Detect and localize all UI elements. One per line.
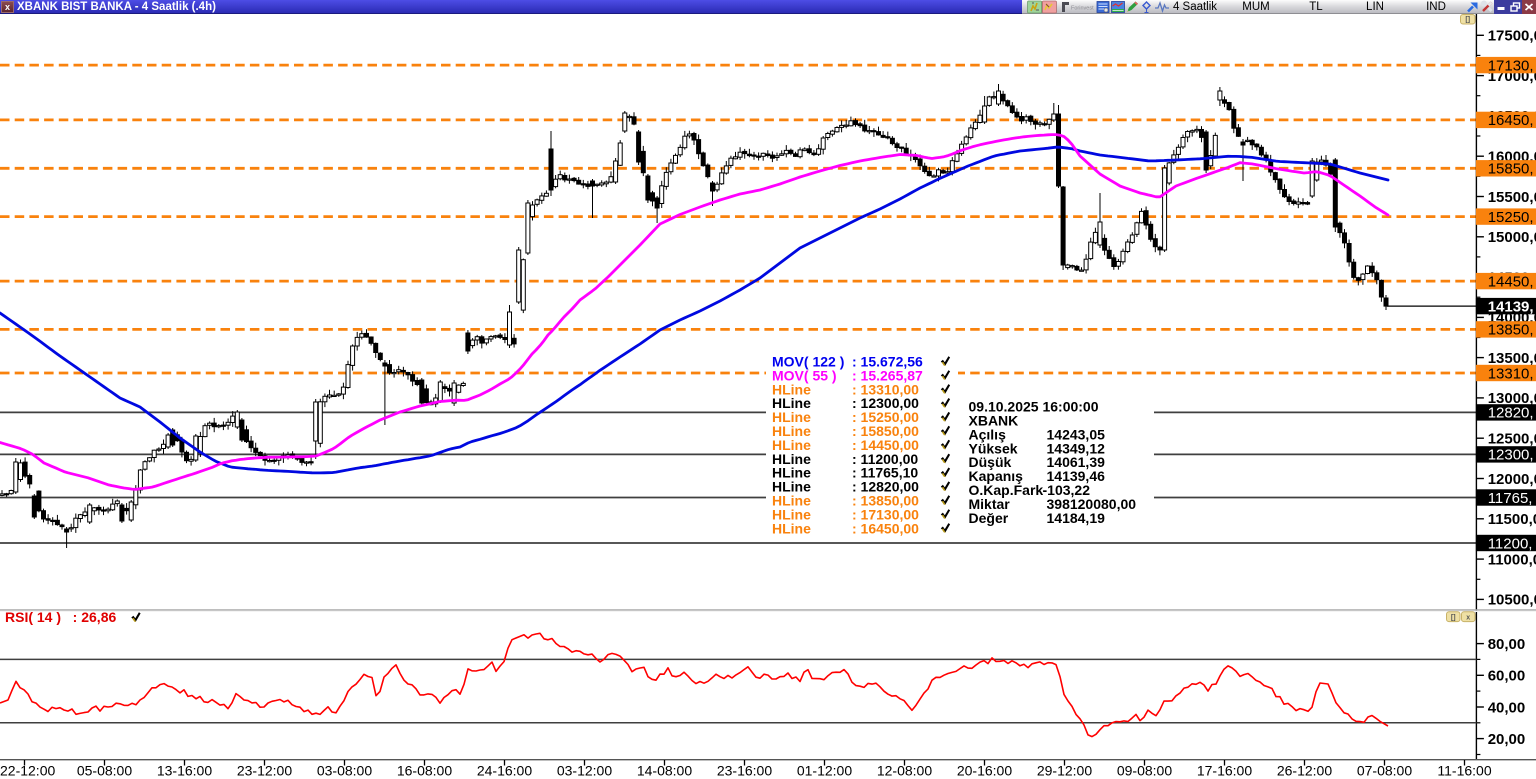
svg-text:14184,19: 14184,19: [1047, 510, 1106, 526]
svg-text:29-12:00: 29-12:00: [1037, 763, 1092, 779]
svg-text:[]: []: [1451, 614, 1456, 621]
svg-text:11765,: 11765,: [1488, 490, 1533, 507]
svg-text:17130,: 17130,: [1488, 57, 1534, 74]
svg-text:05-08:00: 05-08:00: [77, 763, 132, 779]
svg-text:12000,0: 12000,0: [1488, 471, 1536, 488]
svg-text:26-12:00: 26-12:00: [1277, 763, 1332, 779]
svg-text:10500,0: 10500,0: [1488, 592, 1536, 609]
svg-text:12300,: 12300,: [1488, 447, 1534, 464]
svg-text:14139,46: 14139,46: [1047, 468, 1106, 484]
svg-text:11500,0: 11500,0: [1488, 511, 1536, 528]
svg-text:07-08:00: 07-08:00: [1357, 763, 1412, 779]
svg-text:14450,: 14450,: [1488, 273, 1534, 290]
svg-text:Değer: Değer: [969, 510, 1009, 526]
svg-text:14139,: 14139,: [1488, 298, 1534, 315]
svg-text:09-08:00: 09-08:00: [1117, 763, 1172, 779]
svg-text:HLine: HLine: [772, 381, 811, 397]
svg-text:HLine: HLine: [772, 437, 811, 453]
svg-text:x: x: [1466, 614, 1470, 621]
svg-text:12500,0: 12500,0: [1488, 431, 1536, 448]
svg-text:: 11200,00: : 11200,00: [852, 451, 918, 467]
svg-text:13000,0: 13000,0: [1488, 390, 1536, 407]
svg-text:Yüksek: Yüksek: [969, 440, 1018, 456]
svg-text:15000,0: 15000,0: [1488, 229, 1536, 246]
svg-text:22-12:00: 22-12:00: [0, 763, 55, 779]
svg-text:03-12:00: 03-12:00: [557, 763, 612, 779]
svg-text:17-16:00: 17-16:00: [1197, 763, 1252, 779]
svg-text:HLine: HLine: [772, 423, 811, 439]
svg-text:23-12:00: 23-12:00: [237, 763, 292, 779]
svg-text:23-16:00: 23-16:00: [717, 763, 772, 779]
svg-text:Forinvest: Forinvest: [1071, 6, 1094, 12]
svg-text:13500,0: 13500,0: [1488, 350, 1536, 367]
svg-text:HLine: HLine: [772, 409, 811, 425]
svg-text:: 12300,00: : 12300,00: [852, 395, 919, 411]
svg-text:60,00: 60,00: [1488, 668, 1526, 685]
svg-text:15850,: 15850,: [1488, 161, 1534, 178]
svg-text:: 13310,00: : 13310,00: [852, 381, 919, 397]
svg-text:HLine: HLine: [772, 506, 811, 522]
svg-text:01-12:00: 01-12:00: [797, 763, 852, 779]
svg-text:: 13850,00: : 13850,00: [852, 493, 919, 509]
svg-text:HLine: HLine: [772, 520, 811, 536]
svg-text:13-16:00: 13-16:00: [157, 763, 212, 779]
svg-text:12-08:00: 12-08:00: [877, 763, 932, 779]
svg-text:MOV( 55 ): MOV( 55 ): [772, 367, 837, 383]
svg-text:13310,: 13310,: [1488, 365, 1534, 382]
svg-text:Miktar: Miktar: [969, 496, 1011, 512]
svg-text:Kapanış: Kapanış: [969, 468, 1024, 484]
svg-text:: 14450,00: : 14450,00: [852, 437, 919, 453]
svg-text:15250,: 15250,: [1488, 209, 1534, 226]
svg-text:12820,: 12820,: [1488, 405, 1534, 422]
svg-text:20,00: 20,00: [1488, 731, 1526, 748]
svg-text:20-16:00: 20-16:00: [957, 763, 1012, 779]
svg-text:398120080,00: 398120080,00: [1047, 496, 1137, 512]
svg-text:HLine: HLine: [772, 395, 811, 411]
svg-text:14349,12: 14349,12: [1047, 440, 1106, 456]
svg-text:11200,: 11200,: [1488, 535, 1533, 552]
svg-text:14243,05: 14243,05: [1047, 426, 1106, 442]
svg-text:O.Kap.Fark: O.Kap.Fark: [969, 482, 1044, 498]
svg-text:16450,: 16450,: [1488, 112, 1534, 129]
svg-text:HLine: HLine: [772, 479, 811, 495]
svg-text:: 12820,00: : 12820,00: [852, 479, 919, 495]
svg-text:16-08:00: 16-08:00: [397, 763, 452, 779]
svg-text:RSI( 14 ) : 26,86: RSI( 14 ) : 26,86: [5, 609, 116, 625]
svg-text:13850,: 13850,: [1488, 322, 1534, 339]
svg-text:XBANK: XBANK: [969, 413, 1019, 429]
svg-text:09.10.2025 16:00:00: 09.10.2025 16:00:00: [969, 399, 1099, 415]
svg-text:11-16:00: 11-16:00: [1437, 763, 1491, 779]
svg-text:: 11765,10: : 11765,10: [852, 465, 918, 481]
svg-text:03-08:00: 03-08:00: [317, 763, 372, 779]
svg-text:Açılış: Açılış: [969, 426, 1007, 442]
svg-text:: 15850,00: : 15850,00: [852, 423, 919, 439]
svg-text:MOV( 122 ): MOV( 122 ): [772, 354, 844, 370]
svg-text:[]: []: [1465, 17, 1470, 24]
svg-text:11000,0: 11000,0: [1488, 551, 1536, 568]
svg-text:15500,0: 15500,0: [1488, 189, 1536, 206]
svg-text:14-08:00: 14-08:00: [637, 763, 692, 779]
svg-text:HLine: HLine: [772, 493, 811, 509]
svg-text:HLine: HLine: [772, 451, 811, 467]
svg-text:40,00: 40,00: [1488, 699, 1526, 716]
svg-text:-103,22: -103,22: [1043, 482, 1091, 498]
svg-text:: 17130,00: : 17130,00: [852, 506, 919, 522]
svg-text:17500,0: 17500,0: [1488, 28, 1536, 45]
svg-text:Düşük: Düşük: [969, 454, 1012, 470]
svg-text:: 16450,00: : 16450,00: [852, 520, 919, 536]
svg-text:: 15.672,56: : 15.672,56: [852, 354, 923, 370]
svg-text:HLine: HLine: [772, 465, 811, 481]
svg-text:80,00: 80,00: [1488, 636, 1526, 653]
svg-text:14061,39: 14061,39: [1047, 454, 1106, 470]
svg-text:: 15.265,87: : 15.265,87: [852, 367, 923, 383]
svg-text:24-16:00: 24-16:00: [477, 763, 532, 779]
svg-text:: 15250,00: : 15250,00: [852, 409, 919, 425]
